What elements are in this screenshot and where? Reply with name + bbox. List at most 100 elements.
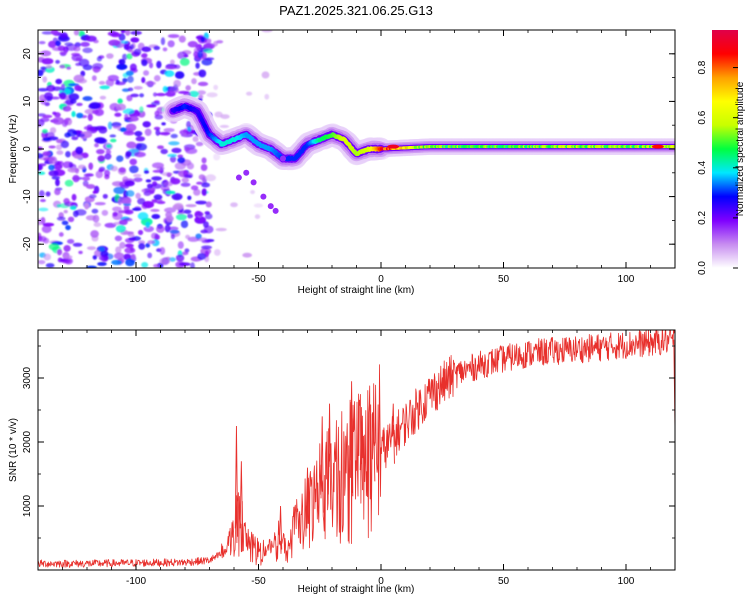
noise-blob bbox=[74, 84, 82, 92]
noise-blob bbox=[188, 90, 200, 98]
y-tick-label: 20 bbox=[22, 48, 33, 60]
noise-blob bbox=[180, 182, 191, 187]
y-tick-label: 2000 bbox=[22, 430, 33, 453]
noise-blob bbox=[65, 117, 71, 121]
noise-blob bbox=[66, 239, 75, 244]
noise-blob bbox=[201, 182, 211, 188]
noise-blob bbox=[119, 241, 126, 249]
noise-blob bbox=[42, 114, 53, 119]
spectrogram-x-label: Height of straight line (km) bbox=[298, 285, 415, 296]
noise-blob bbox=[102, 193, 108, 199]
noise-blob bbox=[155, 92, 167, 97]
noise-blob bbox=[87, 113, 93, 121]
noise-blob bbox=[55, 139, 63, 144]
snr-y-axis: 1000 2000 3000 bbox=[22, 345, 675, 539]
noise-blob bbox=[129, 44, 135, 50]
noise-blob bbox=[191, 78, 197, 85]
noise-blob bbox=[97, 261, 107, 266]
y-tick-label: 3000 bbox=[22, 366, 33, 389]
noise-blob bbox=[156, 200, 166, 205]
noise-blob bbox=[264, 93, 270, 100]
noise-blob bbox=[55, 40, 61, 47]
noise-blob bbox=[94, 137, 106, 144]
x-tick-label: -50 bbox=[251, 274, 266, 285]
noise-blob bbox=[187, 41, 198, 48]
noise-blob bbox=[106, 53, 114, 59]
noise-blob bbox=[56, 248, 63, 256]
noise-blob bbox=[163, 181, 173, 187]
noise-blob bbox=[38, 152, 44, 159]
noise-blob bbox=[42, 129, 48, 134]
noise-blob bbox=[82, 96, 93, 102]
noise-blob bbox=[192, 136, 199, 143]
noise-blob bbox=[57, 257, 63, 263]
noise-blob bbox=[204, 211, 211, 215]
noise-blob bbox=[72, 210, 79, 218]
colorbar-tick-label: 0.8 bbox=[697, 60, 708, 74]
noise-blob bbox=[144, 81, 156, 86]
noise-blob bbox=[95, 170, 103, 179]
noise-blob bbox=[101, 209, 109, 216]
noise-blob bbox=[170, 233, 176, 240]
noise-blob bbox=[177, 241, 184, 249]
noise-blob bbox=[197, 90, 206, 95]
figure-title: PAZ1.2025.321.06.25.G13 bbox=[279, 3, 433, 18]
noise-blob bbox=[105, 149, 112, 155]
snr-spike bbox=[391, 403, 395, 464]
noise-blob bbox=[161, 172, 173, 177]
noise-blob bbox=[115, 224, 126, 233]
noise-blob bbox=[140, 53, 148, 59]
y-tick-label: -20 bbox=[22, 237, 33, 252]
noise-blob bbox=[118, 219, 128, 226]
noise-blob bbox=[177, 90, 190, 94]
noise-blob bbox=[181, 177, 190, 183]
noise-blob bbox=[160, 148, 168, 155]
noise-blob bbox=[40, 99, 46, 105]
noise-blob bbox=[55, 59, 60, 64]
noise-blob bbox=[39, 199, 46, 203]
noise-blob bbox=[169, 155, 177, 163]
noise-blob bbox=[216, 40, 224, 44]
noise-blob bbox=[135, 192, 141, 199]
noise-blob bbox=[187, 195, 192, 201]
noise-blob bbox=[196, 181, 203, 185]
noise-blob bbox=[90, 230, 99, 238]
noise-blob bbox=[117, 98, 123, 105]
noise-blob bbox=[261, 71, 270, 79]
noise-blob bbox=[91, 75, 97, 81]
noise-blob bbox=[61, 83, 66, 92]
noise-blob bbox=[70, 98, 77, 104]
noise-blob bbox=[92, 63, 104, 70]
noise-blob bbox=[173, 202, 184, 211]
noise-blob bbox=[143, 225, 155, 233]
y-tick-label: 0 bbox=[22, 146, 33, 152]
colorbar-label: Normalized spectral amplitude bbox=[735, 81, 746, 216]
snr-series-layer bbox=[38, 330, 675, 568]
noise-blob bbox=[142, 121, 151, 128]
noise-blob bbox=[62, 255, 73, 259]
noise-blob bbox=[230, 202, 238, 208]
noise-blob bbox=[183, 54, 189, 58]
noise-blob bbox=[38, 260, 46, 265]
noise-blob bbox=[151, 176, 162, 181]
x-tick-label: 100 bbox=[618, 576, 635, 587]
noise-blob bbox=[170, 178, 181, 185]
noise-blob bbox=[49, 127, 57, 134]
noise-blob bbox=[201, 245, 213, 250]
noise-blob bbox=[133, 206, 142, 211]
noise-blob bbox=[130, 37, 140, 43]
noise-blob bbox=[253, 203, 264, 208]
noise-blob bbox=[152, 92, 158, 97]
noise-blob bbox=[177, 51, 188, 60]
noise-blob bbox=[184, 248, 190, 253]
noise-blob bbox=[52, 116, 65, 125]
noise-blob bbox=[153, 194, 163, 200]
noise-blob bbox=[205, 201, 212, 208]
noise-blob bbox=[63, 245, 71, 252]
noise-blob bbox=[178, 35, 186, 43]
noise-blob bbox=[129, 165, 139, 174]
peak-region bbox=[387, 144, 400, 149]
noise-blob bbox=[110, 138, 117, 143]
noise-blob bbox=[129, 63, 137, 72]
noise-blob bbox=[99, 85, 110, 90]
